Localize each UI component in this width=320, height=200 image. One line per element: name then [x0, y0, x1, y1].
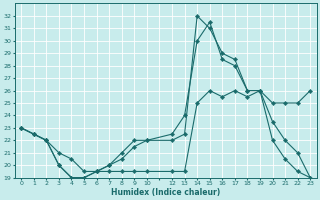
- X-axis label: Humidex (Indice chaleur): Humidex (Indice chaleur): [111, 188, 220, 197]
